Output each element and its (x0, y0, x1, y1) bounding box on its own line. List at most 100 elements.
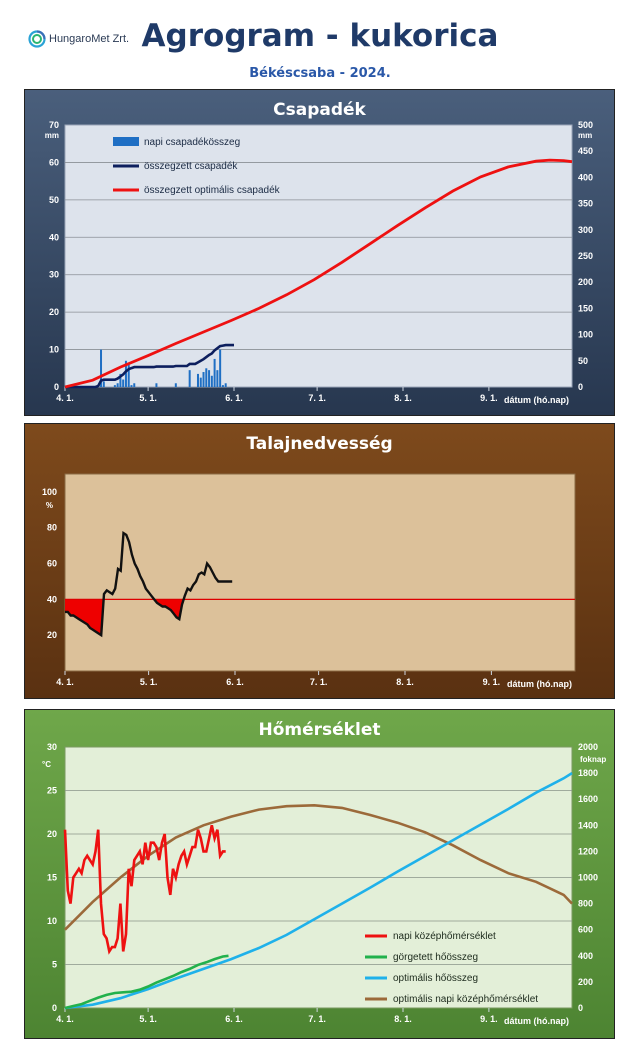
daily-precipitation-bar (188, 370, 191, 387)
logo-text: HungaroMet Zrt. (49, 33, 130, 45)
legend-label-optimal-precipitation: összegzett optimális csapadék (144, 185, 281, 196)
temperature-y-tick-label-left: 20 (47, 829, 57, 839)
daily-precipitation-bar (216, 370, 219, 387)
precipitation-chart-title: Csapadék (273, 100, 366, 120)
precipitation-y-tick-label-left: 70 (49, 120, 59, 130)
optimal-heat-sum-line (64, 771, 573, 1010)
temperature-x-tick-label: 7. 1. (308, 1014, 326, 1024)
temperature-y-tick-label-right: 800 (578, 899, 593, 909)
precipitation-y-tick-label-left: 30 (49, 270, 59, 280)
soil-moisture-x-tick-label: 4. 1. (56, 677, 74, 687)
daily-precipitation-bar (124, 360, 127, 387)
soil-moisture-y-axis-label: % (46, 501, 53, 510)
precipitation-y-tick-label-right: 400 (578, 172, 593, 182)
daily-precipitation-bar (221, 385, 224, 387)
soil-moisture-y-tick-label: 100 (42, 487, 57, 497)
soil-moisture-deficit-area (65, 599, 104, 636)
precipitation-y-tick-label-right: 200 (578, 277, 593, 287)
daily-mean-temperature-line (63, 825, 226, 955)
legend-label-optimal-daily-mean-temperature: optimális napi középhőmérséklet (393, 994, 538, 1005)
legend-label-daily-mean-temperature: napi középhőmérséklet (393, 931, 496, 942)
temperature-y-axis-label-left: °C (42, 760, 51, 769)
precipitation-x-tick-label: 5. 1. (139, 393, 157, 403)
precipitation-panel: Csapadék 0 10 20 30 40 50 60 70 mm 0 50 100 150 200 25… (24, 89, 615, 416)
temperature-y-tick-label-left: 25 (47, 786, 57, 796)
soil-moisture-x-tick-label: 9. 1. (483, 677, 501, 687)
precipitation-y-tick-label-left: 20 (49, 307, 59, 317)
hungaromet-logo: HungaroMet Zrt. (28, 30, 129, 48)
daily-precipitation-bar (133, 383, 136, 387)
hungaromet-logo-icon (28, 30, 46, 48)
daily-precipitation-bar (224, 383, 227, 387)
soil-moisture-plot-area (64, 473, 576, 672)
soil-moisture-x-tick-label: 6. 1. (226, 677, 244, 687)
precipitation-y-tick-label-left: 60 (49, 157, 59, 167)
daily-precipitation-bar (127, 364, 130, 387)
soil-moisture-chart: 20 40 60 80 100% 4. 1. 5. 1. 6. 1. 7. 1. 8. 1. 9. … (42, 473, 576, 689)
temperature-x-axis-label: dátum (hó.nap) (504, 1016, 569, 1026)
precipitation-y-tick-label-right: 450 (578, 146, 593, 156)
rolling-heat-sum-line (64, 954, 229, 1010)
precipitation-x-tick-label: 6. 1. (225, 393, 243, 403)
temperature-y-tick-label-right: 1000 (578, 873, 598, 883)
temperature-y-tick-label-right: 2000 (578, 742, 598, 752)
soil-moisture-x-tick-label: 7. 1. (310, 677, 328, 687)
daily-precipitation-bar (116, 383, 119, 387)
temperature-y-tick-label-left: 0 (52, 1003, 57, 1013)
precipitation-x-tick-label: 7. 1. (308, 393, 326, 403)
daily-precipitation-bar (122, 379, 125, 387)
precipitation-x-tick-label: 9. 1. (480, 393, 498, 403)
temperature-x-tick-label: 5. 1. (139, 1014, 157, 1024)
soil-moisture-chart-title: Talajnedvesség (246, 434, 393, 454)
temperature-x-tick-label: 6. 1. (225, 1014, 243, 1024)
soil-moisture-y-tick-label: 20 (47, 630, 57, 640)
optimal-cumulative-precipitation-line (64, 158, 573, 389)
soil-moisture-y-tick-label: 60 (47, 559, 57, 569)
temperature-y-tick-label-left: 10 (47, 916, 57, 926)
precipitation-y-tick-label-left: 50 (49, 195, 59, 205)
temperature-y-tick-label-left: 30 (47, 742, 57, 752)
daily-precipitation-bar (208, 370, 211, 387)
temperature-y-tick-label-left: 15 (47, 873, 57, 883)
precipitation-y-tick-label-right: 100 (578, 330, 593, 340)
soil-moisture-x-axis-label: dátum (hó.nap) (507, 679, 572, 689)
soil-moisture-x-tick-label: 8. 1. (396, 677, 414, 687)
precipitation-y-tick-label-right: 300 (578, 225, 593, 235)
legend-label-daily-precipitation: napi csapadékösszeg (144, 137, 240, 148)
precipitation-y-tick-label-left: 10 (49, 345, 59, 355)
precipitation-y-tick-label-left: 0 (54, 382, 59, 392)
precipitation-y-tick-label-right: 350 (578, 199, 593, 209)
daily-precipitation-bar (205, 368, 208, 387)
precipitation-y-axis-label-right: mm (578, 131, 592, 140)
temperature-y-tick-label-right: 1200 (578, 846, 598, 856)
precipitation-y-tick-label-right: 50 (578, 356, 588, 366)
legend-swatch-daily-precipitation (113, 137, 139, 146)
daily-precipitation-bar (196, 373, 199, 387)
precipitation-y-tick-label-right: 0 (578, 382, 583, 392)
legend-label-rolling-heat-sum: görgetett hőösszeg (393, 952, 478, 963)
temperature-y-tick-label-left: 5 (52, 960, 57, 970)
temperature-x-tick-label: 9. 1. (480, 1014, 498, 1024)
temperature-x-tick-label: 8. 1. (394, 1014, 412, 1024)
temperature-y-tick-label-right: 1600 (578, 794, 598, 804)
daily-precipitation-bar (102, 381, 105, 387)
temperature-y-tick-label-right: 400 (578, 951, 593, 961)
precipitation-y-tick-label-left: 40 (49, 232, 59, 242)
daily-precipitation-bar (100, 349, 103, 387)
precipitation-plot-area (64, 124, 573, 388)
temperature-chart-title: Hőmérséklet (258, 720, 381, 740)
soil-moisture-deficit-area (154, 599, 184, 620)
precipitation-x-tick-label: 8. 1. (394, 393, 412, 403)
daily-precipitation-bar (155, 383, 158, 387)
optimal-daily-mean-temperature-line (64, 803, 573, 931)
daily-precipitation-bar (174, 383, 177, 387)
daily-precipitation-bar (119, 373, 122, 387)
daily-precipitation-bar (210, 375, 213, 387)
temperature-y-axis-label-right: foknap (580, 755, 606, 764)
daily-precipitation-bar (130, 385, 133, 387)
temperature-y-tick-label-right: 200 (578, 977, 593, 987)
daily-precipitation-bar (213, 358, 216, 387)
daily-precipitation-bar (113, 385, 116, 387)
soil-moisture-panel: Talajnedvesség 20 40 60 80 100% 4. 1. 5. 1. 6. … (24, 423, 615, 699)
page-title: Agrogram - kukorica (141, 18, 499, 54)
